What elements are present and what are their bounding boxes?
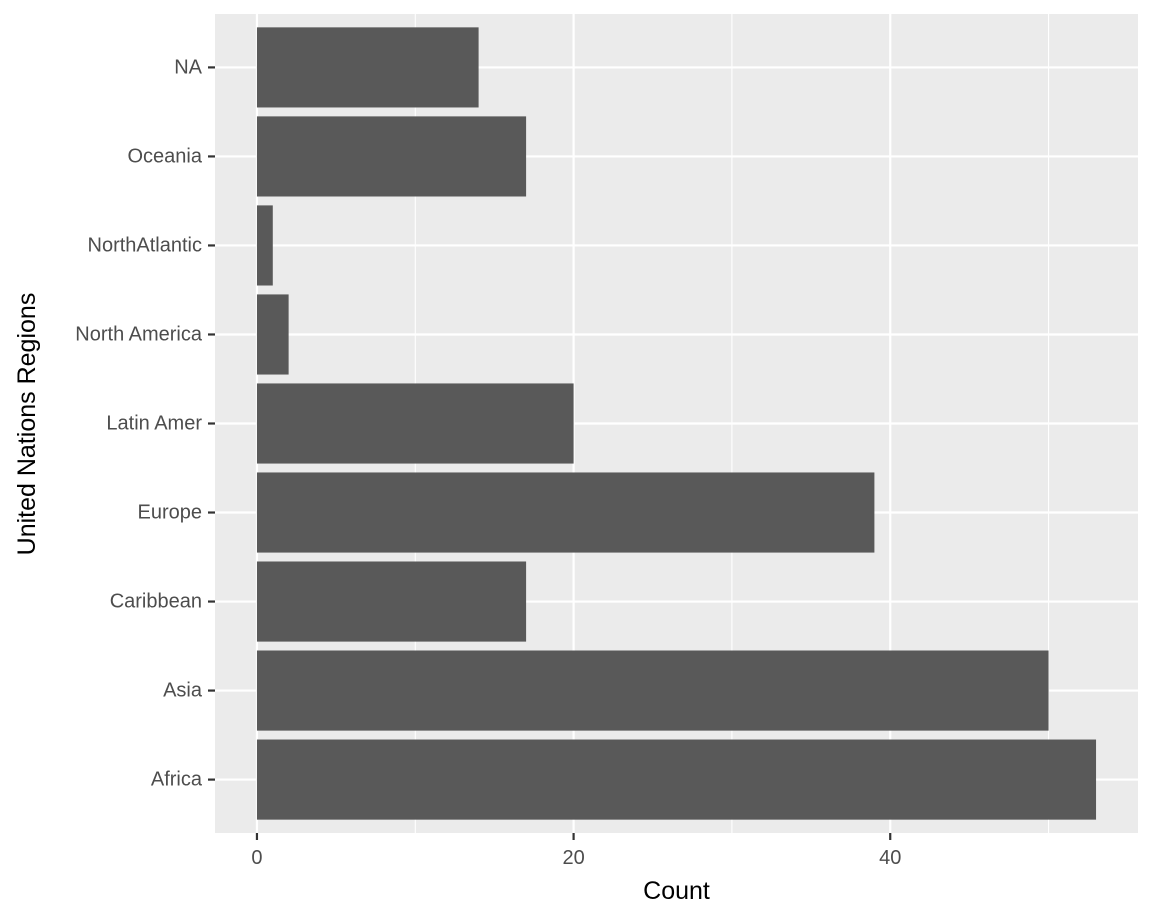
x-tick-label: 0 <box>251 847 262 869</box>
x-tick-label: 40 <box>879 847 901 869</box>
y-axis: Africa Asia Caribbean Europe Latin Amer North… <box>75 56 215 791</box>
bar <box>256 739 1097 820</box>
y-axis-title: United Nations Regions <box>13 293 41 556</box>
bar <box>256 561 527 642</box>
y-tick-label: Oceania <box>128 145 203 167</box>
y-tick-label: North America <box>75 323 203 345</box>
bar <box>256 383 574 464</box>
bar <box>256 650 1049 731</box>
bar <box>256 27 479 108</box>
x-tick-label: 20 <box>562 847 584 869</box>
x-axis: 0 20 40 <box>251 833 901 869</box>
y-tick-label: NA <box>174 56 202 78</box>
y-tick-label: NorthAtlantic <box>88 234 203 256</box>
y-tick-label: Latin Amer <box>106 413 202 435</box>
bars <box>256 27 1097 820</box>
bar <box>256 294 289 375</box>
y-tick-label: Europe <box>138 502 203 524</box>
bar <box>256 116 527 197</box>
y-tick-label: Africa <box>151 769 203 791</box>
bar <box>256 205 273 286</box>
bar <box>256 472 875 553</box>
y-tick-label: Asia <box>163 680 203 702</box>
x-axis-title: Count <box>643 877 710 905</box>
y-tick-label: Caribbean <box>110 591 202 613</box>
